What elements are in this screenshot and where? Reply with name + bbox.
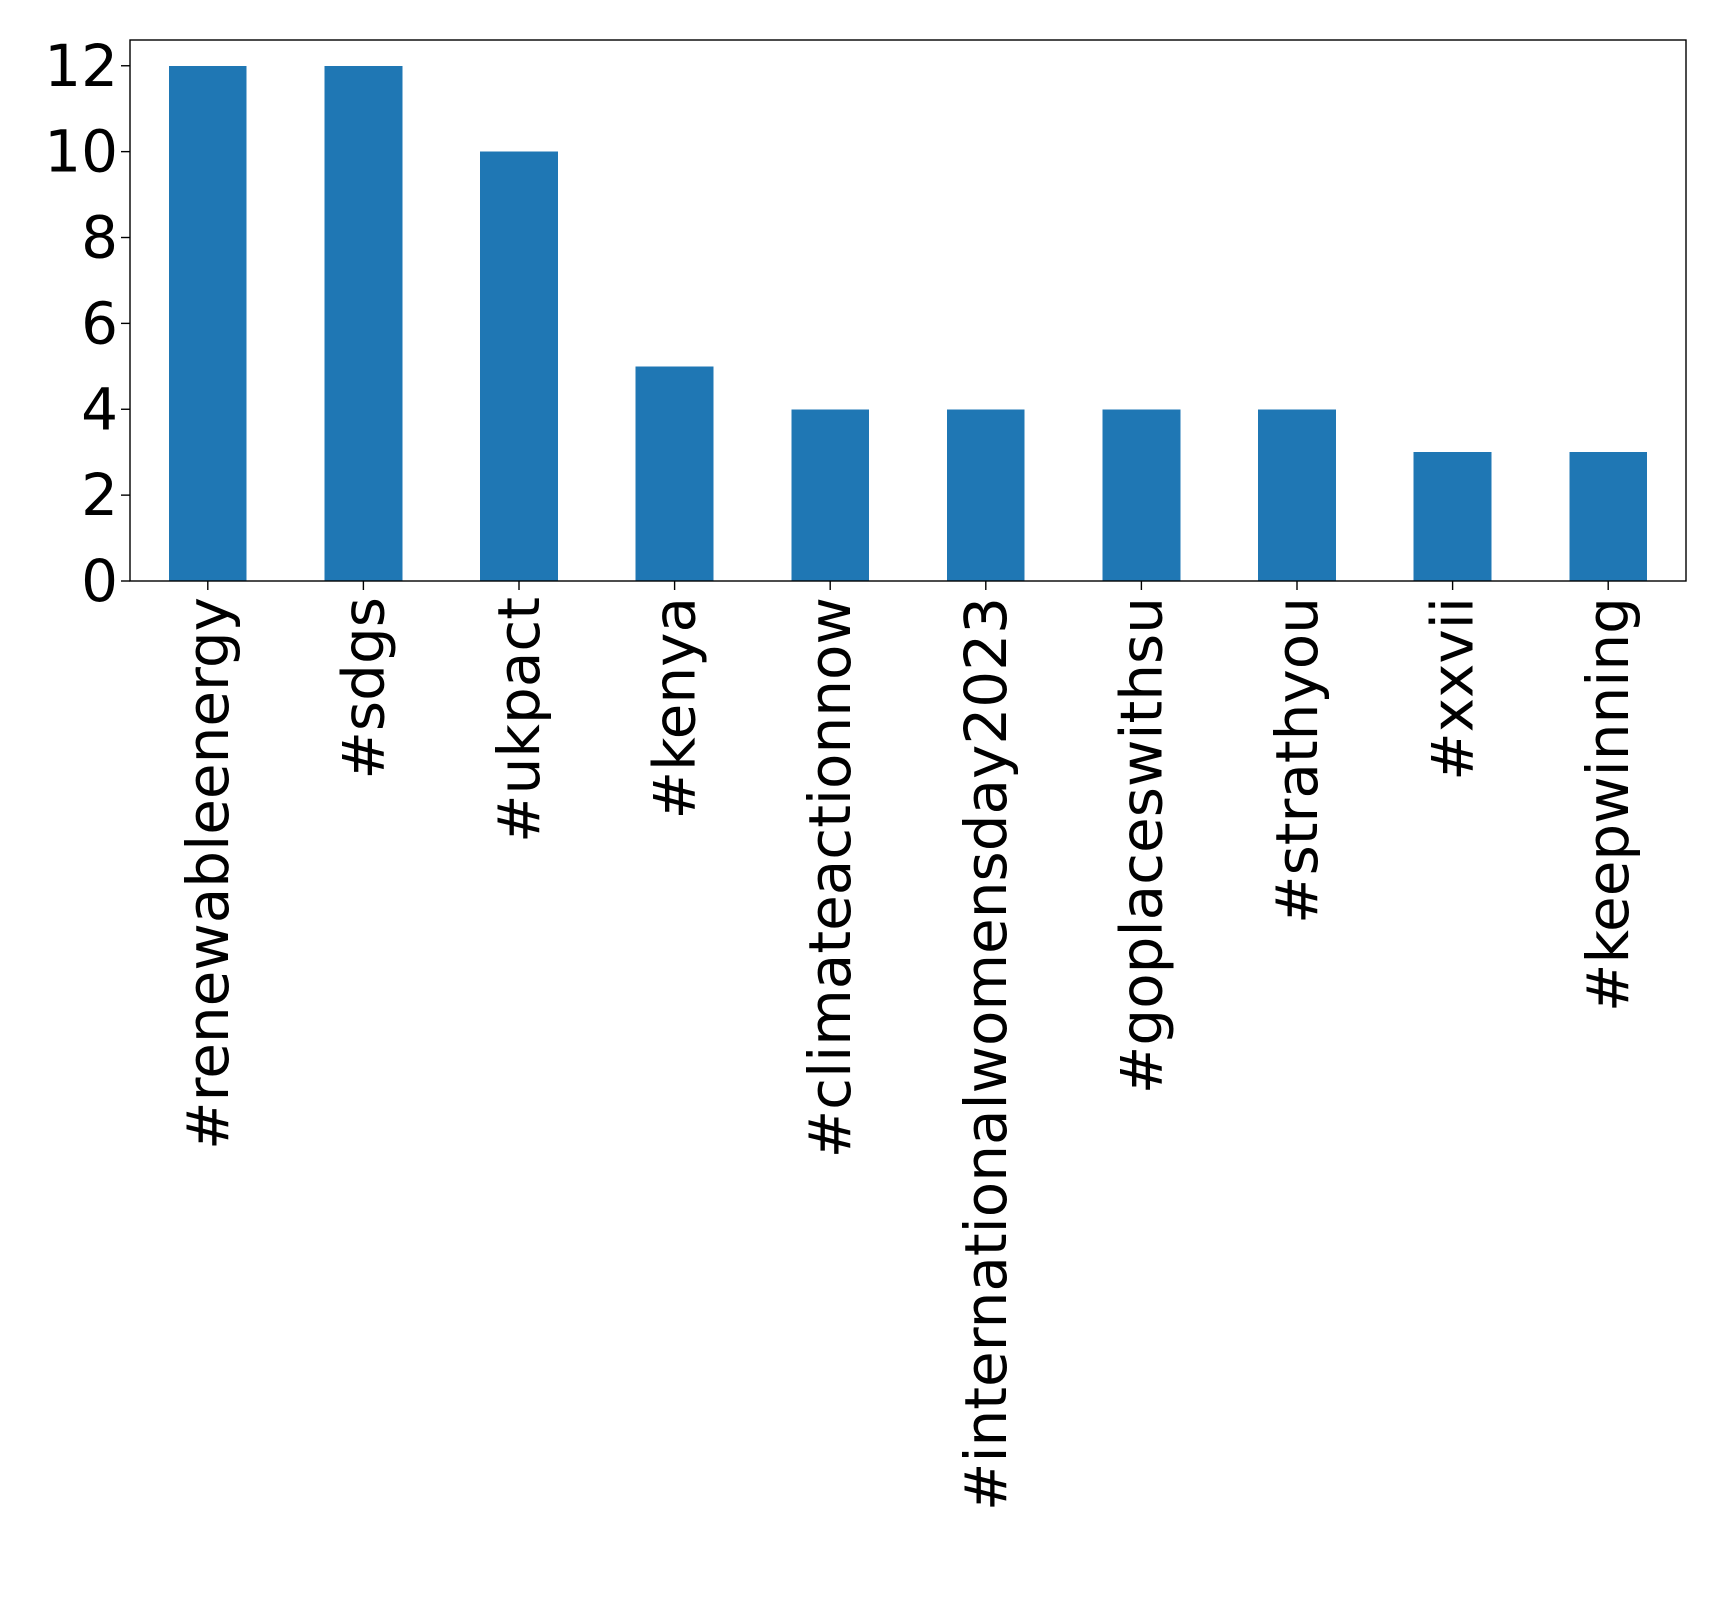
bar-internationalwomensday2023	[946, 409, 1025, 581]
x-tick-label: #xxvii	[1419, 597, 1487, 781]
x-tick-label: #climateactionnow	[796, 597, 864, 1158]
y-tick-label: 2	[81, 461, 118, 529]
bar-strathyou	[1258, 409, 1336, 581]
y-tick-label: 10	[44, 118, 118, 186]
bars-group	[168, 65, 1648, 581]
bar-goplaceswithsu	[1102, 409, 1181, 581]
x-tick-label: #ukpact	[485, 597, 553, 843]
x-axis: #renewableenergy #sdgs #ukpact #kenya #clima…	[174, 581, 1642, 1511]
x-tick-label: #renewableenergy	[174, 597, 242, 1150]
x-tick-label: #strathyou	[1263, 597, 1331, 924]
bar-sdgs	[324, 65, 403, 581]
y-tick-label: 12	[44, 32, 118, 100]
bar-kenya	[635, 366, 714, 581]
y-tick-label: 4	[81, 375, 118, 443]
x-tick-label: #internationalwomensday2023	[952, 597, 1020, 1511]
x-tick-label: #keepwinning	[1574, 597, 1642, 1012]
y-tick-label: 8	[81, 204, 118, 272]
bar-ukpact	[480, 151, 558, 581]
x-tick-label: #goplaceswithsu	[1107, 597, 1175, 1094]
bar-renewableenergy	[168, 65, 247, 581]
x-tick-label: #kenya	[641, 597, 709, 819]
y-tick-label: 6	[81, 289, 118, 357]
plot-frame	[129, 39, 1687, 582]
y-axis: 0 2 4 6 8 10 12	[44, 32, 130, 615]
bar-xxvii	[1413, 452, 1492, 581]
x-tick-label: #sdgs	[329, 597, 397, 780]
bar-keepwinning	[1569, 452, 1648, 581]
bar-climateactionnow	[791, 409, 870, 581]
y-tick-label: 0	[81, 547, 118, 615]
